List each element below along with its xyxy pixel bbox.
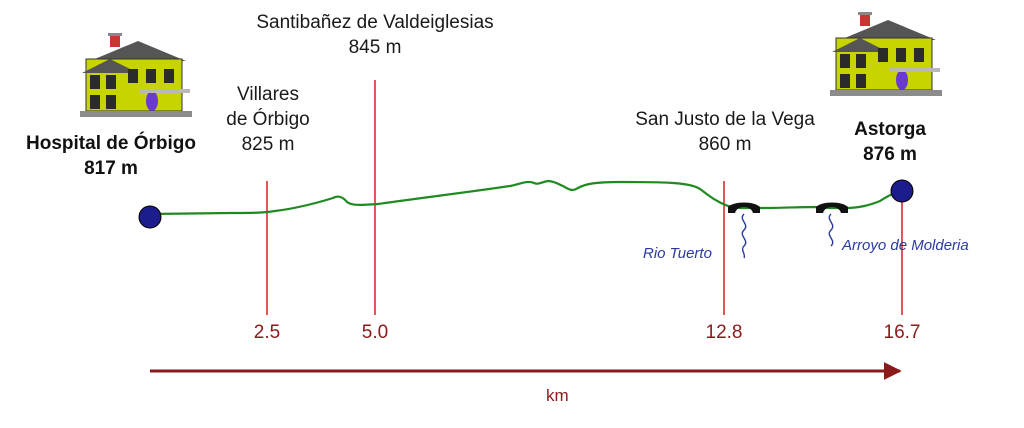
town-name: Santibañez de Valdeiglesias bbox=[256, 12, 494, 33]
town-elevation: 817 m bbox=[84, 158, 138, 179]
town-label-hospital-de-orbigo: Hospital de Órbigo 817 m bbox=[4, 131, 218, 181]
km-tick-label: 5.0 bbox=[361, 322, 389, 343]
town-elevation: 860 m bbox=[698, 134, 752, 155]
town-elevation: 845 m bbox=[348, 37, 402, 58]
river-label-rio-tuerto: Rio Tuerto bbox=[643, 245, 712, 262]
town-label-santibanez: Santibañez de Valdeiglesias 845 m bbox=[235, 10, 515, 60]
house-icon bbox=[830, 12, 942, 96]
town-elevation: 825 m bbox=[241, 134, 295, 155]
town-name-line: Villares bbox=[237, 84, 299, 105]
town-label-villares-de-orbigo: Villares de Órbigo 825 m bbox=[198, 82, 338, 157]
end-point-marker bbox=[890, 179, 914, 203]
bridge-icon bbox=[816, 202, 848, 213]
bridge-icon bbox=[728, 202, 760, 213]
elevation-profile-line bbox=[149, 179, 901, 216]
river-label-arroyo-de-molderia: Arroyo de Molderia bbox=[842, 237, 969, 254]
river-icon bbox=[741, 213, 747, 259]
town-name: San Justo de la Vega bbox=[635, 109, 815, 130]
km-tick-label: 2.5 bbox=[253, 322, 281, 343]
town-name: Hospital de Órbigo bbox=[26, 133, 196, 154]
river-icon bbox=[828, 213, 834, 247]
km-axis-label: km bbox=[546, 386, 569, 405]
town-elevation: 876 m bbox=[863, 144, 917, 165]
km-tick-label: 12.8 bbox=[705, 322, 743, 343]
town-label-san-justo: San Justo de la Vega 860 m bbox=[605, 107, 845, 157]
house-icon bbox=[80, 33, 192, 117]
start-point-marker bbox=[138, 205, 162, 229]
km-tick-label: 16.7 bbox=[883, 322, 921, 343]
town-name-line: de Órbigo bbox=[226, 109, 310, 130]
town-name: Astorga bbox=[854, 119, 926, 140]
town-label-astorga: Astorga 876 m bbox=[840, 117, 940, 167]
